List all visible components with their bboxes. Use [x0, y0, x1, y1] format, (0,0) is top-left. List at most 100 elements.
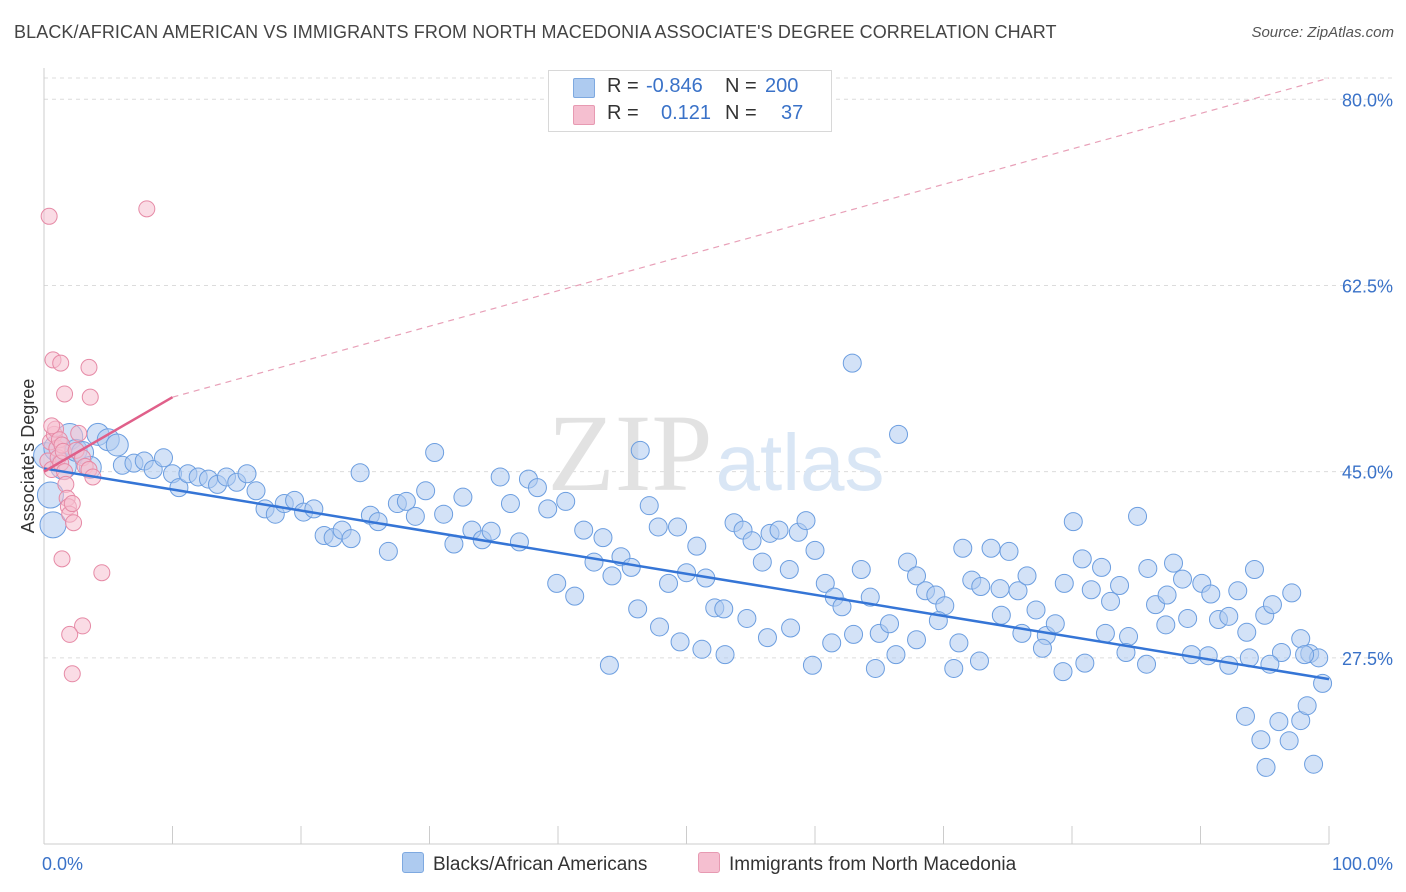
data-point-blacks	[815, 573, 835, 593]
tick-labels: 27.5% 45.0% 62.5% 80.0% 0.0% 100.0%	[42, 90, 1393, 874]
data-point-blacks	[802, 655, 822, 675]
data-point-blacks	[1032, 638, 1052, 658]
data-point-blacks	[434, 504, 454, 524]
data-point-blacks	[714, 599, 734, 619]
data-point-macedonia	[61, 625, 79, 643]
data-point-blacks	[1137, 654, 1157, 674]
data-point-blacks	[481, 521, 501, 541]
data-point-blacks	[599, 655, 619, 675]
correlation-legend: R = -0.846 N = 200 R = 0.121 N = 37	[548, 70, 832, 132]
legend-swatch-blue	[402, 852, 424, 873]
data-point-blacks	[425, 442, 445, 462]
data-point-blacks	[1262, 595, 1282, 615]
data-point-macedonia	[65, 514, 83, 532]
data-point-blacks	[1279, 731, 1299, 751]
legend-item-macedonia: Immigrants from North Macedonia	[698, 852, 1016, 876]
data-point-blacks	[805, 540, 825, 560]
trend-lines	[43, 77, 1330, 681]
x-tick-label: 100.0%	[1332, 854, 1393, 874]
data-point-blacks	[1219, 606, 1239, 626]
data-point-blacks	[1178, 608, 1198, 628]
data-point-blacks	[752, 552, 772, 572]
data-point-blacks	[1156, 615, 1176, 635]
data-point-blacks	[1237, 622, 1257, 642]
grid-lines	[44, 77, 1392, 659]
data-point-blacks	[1053, 662, 1073, 682]
data-point-blacks	[378, 541, 398, 561]
data-point-blacks	[584, 552, 604, 572]
data-point-blacks	[865, 658, 885, 678]
data-point-blacks	[1101, 591, 1121, 611]
data-point-blacks	[453, 487, 473, 507]
data-point-blacks	[886, 645, 906, 665]
legend-swatch-pink	[698, 852, 720, 873]
data-point-blacks	[1026, 600, 1046, 620]
data-point-blacks	[1271, 643, 1291, 662]
data-point-blacks	[668, 517, 688, 537]
n-value: 200	[765, 75, 799, 97]
data-point-blacks	[1128, 506, 1148, 526]
data-point-blacks	[842, 353, 862, 373]
data-point-blacks	[1219, 655, 1239, 675]
data-point-blacks	[1008, 581, 1028, 601]
r-label: R =	[607, 75, 639, 97]
data-point-blacks	[1075, 653, 1095, 673]
trend-line-macedonia-extension	[172, 77, 1330, 398]
data-point-blacks	[851, 560, 871, 580]
data-point-blacks	[490, 467, 510, 487]
data-point-macedonia	[40, 207, 58, 225]
data-point-blacks	[1304, 754, 1324, 774]
data-point-blacks	[538, 499, 558, 519]
data-point-blacks	[860, 587, 880, 607]
y-tick-label: 27.5%	[1342, 649, 1393, 669]
data-point-macedonia	[93, 564, 111, 582]
chart-title: BLACK/AFRICAN AMERICAN VS IMMIGRANTS FRO…	[14, 22, 1057, 42]
y-tick-label: 80.0%	[1342, 90, 1393, 110]
data-point-macedonia	[56, 385, 74, 403]
watermark-atlas: atlas	[716, 418, 885, 507]
data-point-blacks	[1116, 643, 1136, 662]
data-point-blacks	[556, 491, 576, 511]
data-point-blacks	[396, 491, 416, 511]
n-label: N =	[725, 75, 757, 97]
data-point-blacks	[1095, 623, 1115, 643]
data-point-blacks	[742, 531, 762, 551]
data-point-blacks	[991, 605, 1011, 625]
data-point-blacks	[105, 433, 129, 457]
data-point-blacks	[969, 651, 989, 671]
data-point-blacks	[971, 577, 991, 597]
data-point-blacks	[822, 633, 842, 653]
r-label: R =	[607, 102, 639, 124]
data-point-blacks	[1282, 583, 1302, 603]
legend-label-blacks: Blacks/African Americans	[433, 854, 648, 875]
data-point-blacks	[907, 566, 927, 586]
n-value: 37	[781, 102, 804, 124]
data-point-blacks	[1119, 627, 1139, 647]
data-point-blacks	[602, 566, 622, 586]
data-point-blacks	[832, 597, 852, 617]
data-point-macedonia	[63, 495, 81, 513]
data-point-blacks	[999, 541, 1019, 561]
data-point-blacks	[880, 614, 900, 634]
data-point-blacks	[1110, 575, 1130, 595]
data-point-blacks	[593, 528, 613, 548]
data-point-blacks	[1201, 584, 1221, 604]
data-point-blacks	[237, 464, 257, 484]
data-point-blacks	[246, 481, 266, 501]
data-point-macedonia	[70, 424, 88, 442]
data-point-blacks	[715, 645, 735, 665]
data-point-blacks	[781, 618, 801, 638]
data-point-blacks	[574, 520, 594, 540]
data-point-blacks	[779, 560, 799, 580]
data-point-macedonia	[63, 665, 81, 683]
data-point-blacks	[1138, 558, 1158, 578]
data-point-blacks	[944, 658, 964, 678]
data-point-macedonia	[81, 388, 99, 406]
data-point-blacks	[1173, 569, 1193, 589]
x-tick-label: 0.0%	[42, 854, 83, 874]
data-point-blacks	[304, 499, 324, 519]
data-point-blacks	[565, 586, 585, 606]
data-point-blacks	[737, 608, 757, 628]
data-point-blacks	[1256, 757, 1276, 777]
